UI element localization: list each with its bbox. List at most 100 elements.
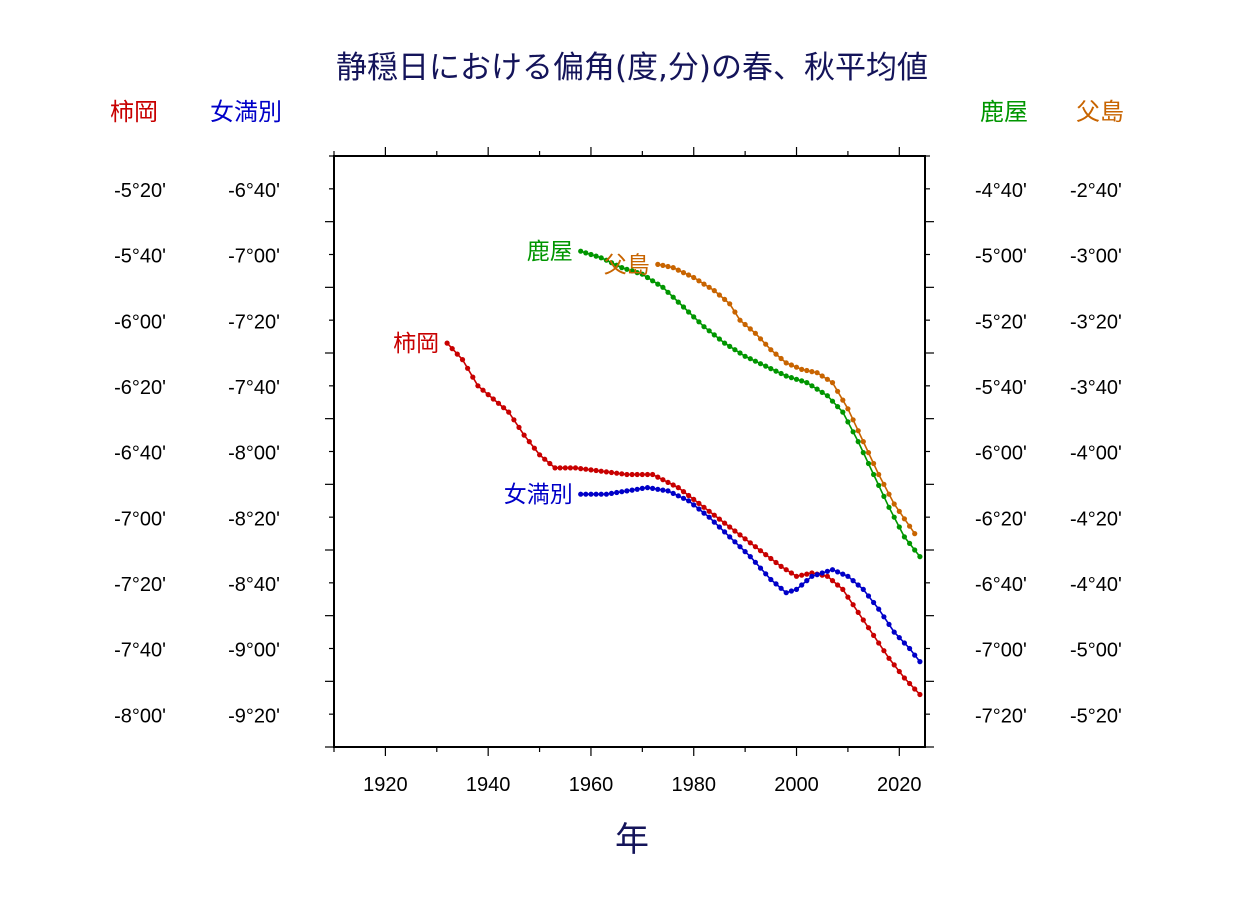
data-point: [593, 467, 599, 474]
data-point: [727, 524, 733, 530]
data-point: [886, 621, 892, 628]
data-point: [804, 578, 810, 584]
data-point: [778, 370, 784, 377]
data-point: [624, 488, 630, 494]
data-point: [876, 606, 882, 612]
data-point: [829, 567, 836, 573]
data-point: [788, 570, 795, 576]
data-point: [907, 680, 913, 687]
data-point: [598, 491, 604, 497]
data-point: [891, 514, 897, 520]
data-point: [865, 460, 872, 467]
data-point: [757, 565, 764, 571]
data-point: [706, 508, 712, 514]
data-point: [850, 417, 856, 423]
y-tick-label: -4°20': [1070, 508, 1122, 530]
data-point: [814, 370, 820, 376]
axis-header-memambetsu: 女満別: [210, 98, 282, 126]
data-point: [773, 581, 779, 587]
data-point: [516, 424, 522, 430]
data-point: [680, 304, 687, 310]
data-point: [881, 614, 887, 620]
y-tick-label: -9°00': [228, 640, 280, 662]
data-point: [845, 406, 851, 412]
data-point: [603, 469, 610, 475]
data-point: [907, 523, 913, 529]
data-point: [835, 582, 841, 588]
data-point: [788, 375, 795, 381]
data-point: [526, 439, 532, 445]
data-point: [650, 485, 656, 491]
series-line-memambetsu: [580, 486, 921, 663]
data-point: [886, 504, 892, 510]
data-point: [819, 389, 825, 395]
data-point: [593, 253, 599, 259]
data-point: [860, 617, 866, 623]
data-point: [773, 559, 779, 566]
data-point: [485, 392, 491, 398]
data-point: [614, 262, 620, 268]
data-point: [583, 250, 589, 256]
data-point: [737, 544, 743, 550]
data-point: [907, 645, 913, 652]
data-point: [814, 386, 820, 392]
y-tick-label: -6°00': [975, 443, 1027, 465]
y-tick-label: -7°40': [228, 377, 280, 399]
data-point: [773, 351, 779, 357]
y-tick-label: -5°00': [1070, 640, 1122, 662]
y-tick-label: -7°00': [114, 508, 166, 530]
axis-ticks: 1920 1940 1960 1980 2000 2020 -5°20' -5°40' -6°0…: [114, 147, 1122, 796]
data-point: [742, 549, 748, 555]
data-point: [763, 571, 769, 577]
data-point: [732, 309, 738, 315]
series-line-chichijima: [657, 263, 916, 535]
data-point: [639, 485, 645, 491]
data-point: [578, 248, 584, 254]
data-point: [722, 340, 728, 346]
data-point: [480, 387, 486, 393]
data-point: [891, 629, 897, 635]
data-point: [747, 540, 753, 546]
data-point: [696, 500, 702, 506]
data-point: [716, 336, 723, 342]
data-point: [757, 548, 764, 554]
data-point: [711, 512, 717, 518]
data-point: [634, 471, 640, 478]
data-point: [511, 417, 517, 423]
data-point: [567, 465, 574, 471]
data-point: [639, 271, 645, 277]
data-point: [608, 469, 615, 476]
data-point: [711, 519, 717, 525]
data-point: [634, 486, 640, 492]
data-point: [531, 445, 538, 451]
data-point: [757, 336, 764, 342]
data-point: [881, 481, 887, 487]
data-point: [727, 343, 733, 349]
data-point: [747, 326, 753, 332]
data-point: [768, 576, 774, 583]
data-point: [876, 482, 882, 488]
data-point: [840, 397, 846, 403]
data-point: [752, 330, 759, 336]
data-point: [701, 324, 707, 330]
data-point: [722, 520, 728, 526]
y-tick-label: -7°20': [975, 705, 1027, 727]
data-point: [449, 346, 455, 352]
data-point: [896, 508, 902, 514]
x-tick-label: 1920: [363, 774, 408, 796]
series-label-kanoya: 鹿屋: [527, 239, 573, 265]
data-point: [501, 405, 507, 411]
series-kanoya: 鹿屋: [527, 239, 923, 560]
data-point: [912, 547, 918, 553]
data-point: [696, 506, 702, 512]
data-point: [696, 319, 702, 325]
data-point: [444, 340, 450, 346]
data-point: [670, 490, 676, 496]
data-point: [521, 432, 527, 438]
data-point: [686, 272, 692, 278]
data-point: [917, 691, 923, 698]
data-point: [639, 471, 645, 478]
data-point: [670, 294, 676, 300]
x-tick-label: 1960: [569, 774, 614, 796]
data-point: [865, 593, 872, 599]
